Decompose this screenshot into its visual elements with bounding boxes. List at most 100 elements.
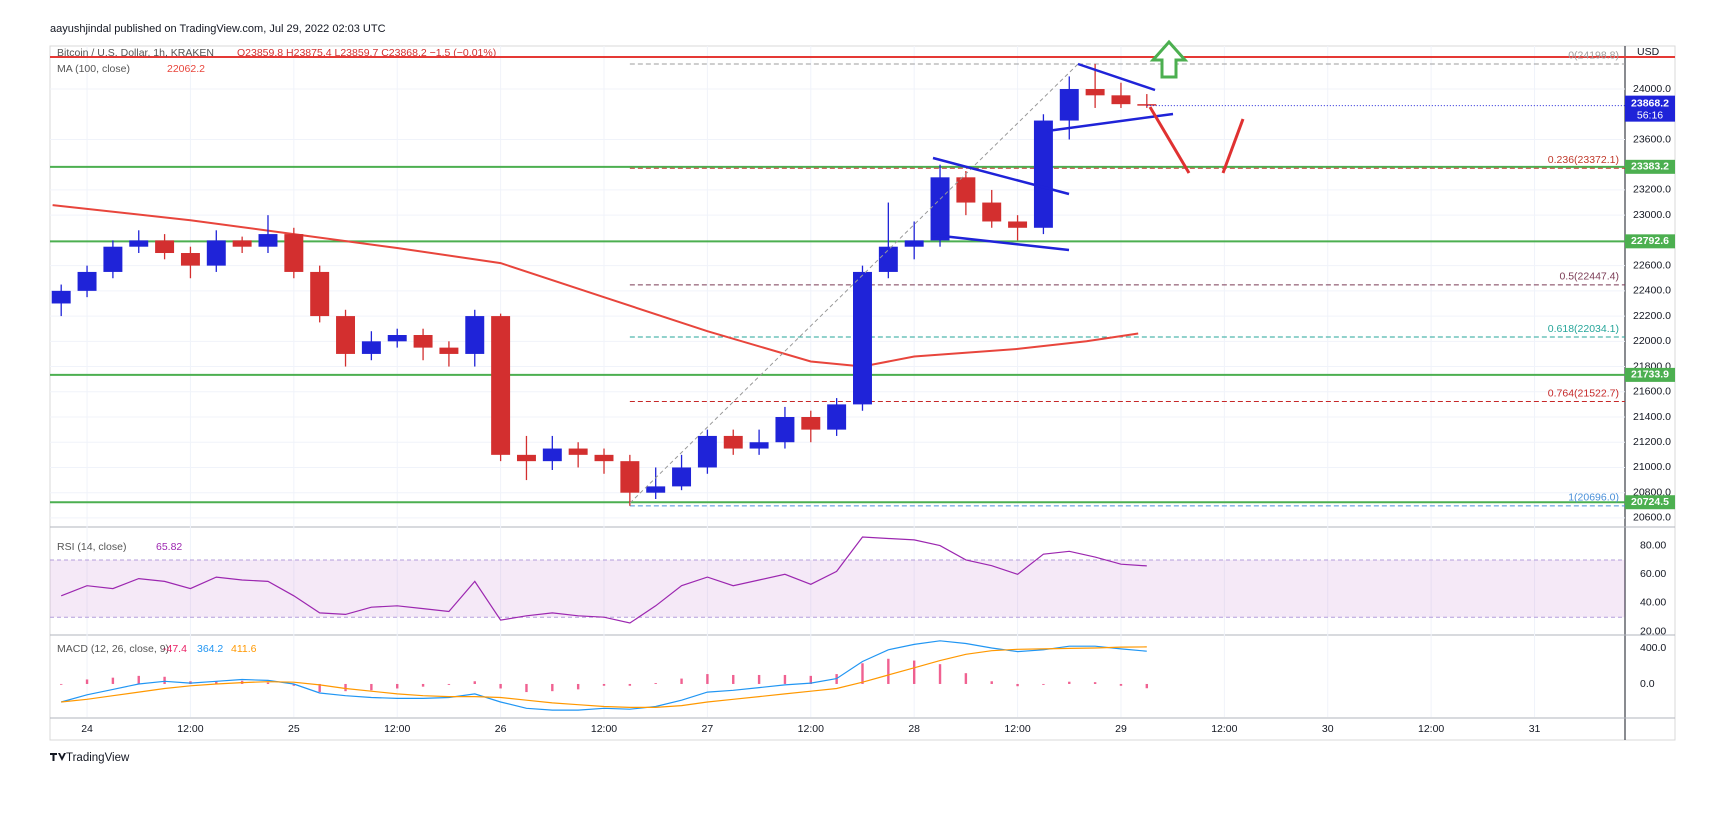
macd-histogram-bar — [912, 660, 916, 684]
macd-histogram-bar — [680, 678, 683, 684]
x-tick-label: 25 — [288, 723, 300, 735]
currency: USD — [1637, 46, 1660, 58]
brand-logo — [50, 753, 66, 761]
fib-label: 1(20696.0) — [1568, 492, 1619, 504]
candle-body — [155, 240, 175, 254]
macd-histogram-bar — [887, 658, 890, 684]
candle-body — [413, 335, 433, 348]
macd-histogram-bar — [1119, 683, 1123, 686]
y-tick-label: 24000.0 — [1633, 83, 1671, 95]
macd-histogram-bar — [1068, 681, 1071, 684]
rsi-line — [60, 536, 1147, 624]
macd-histogram-bar — [525, 683, 528, 693]
macd-histogram-bar — [861, 663, 864, 684]
macd-histogram-bar — [990, 681, 993, 684]
fib-label: 0.5(22447.4) — [1559, 271, 1619, 283]
level-axis-box — [1625, 159, 1675, 174]
last-price-box — [1625, 95, 1675, 122]
trend-line — [932, 156, 1070, 196]
macd-histogram-bar — [964, 673, 968, 684]
macd-legend-value: 364.2 — [197, 643, 223, 655]
y-tick-label: 21400.0 — [1633, 411, 1671, 423]
macd-histogram-bar — [60, 683, 63, 685]
y-tick-label: 23600.0 — [1633, 133, 1671, 145]
level-axis-box — [1625, 234, 1675, 249]
fib-label: 0.236(23372.1) — [1548, 154, 1619, 166]
candle-body — [930, 177, 950, 241]
trend-line — [1077, 62, 1156, 92]
macd-histogram-bar — [1042, 683, 1045, 685]
drawings — [629, 39, 1245, 504]
macd-histogram-bar — [783, 674, 787, 684]
candle-body — [646, 486, 666, 493]
y-tick-label: 22400.0 — [1633, 285, 1671, 297]
macd-histogram-bar — [628, 683, 632, 686]
x-tick-label: 26 — [495, 723, 507, 735]
x-tick-label: 12:00 — [1211, 723, 1237, 735]
macd-histogram-bar — [499, 683, 502, 689]
candle-body — [904, 240, 924, 247]
candle-body — [594, 454, 614, 462]
x-tick-label: 30 — [1322, 723, 1334, 735]
macd-legend: MACD (12, 26, close, 9) — [57, 643, 169, 655]
candle-body — [491, 316, 511, 455]
macd-histogram-bar — [292, 683, 296, 686]
macd-legend-value: -47.4 — [163, 643, 187, 655]
y-tick-label: 22200.0 — [1633, 310, 1671, 322]
candle-body — [284, 234, 304, 272]
x-tick-label: 12:00 — [1418, 723, 1444, 735]
candle-body — [361, 341, 381, 354]
candle-body — [1085, 89, 1105, 96]
macd-histogram-bar — [163, 676, 166, 684]
rsi-tick-label: 60.00 — [1640, 568, 1666, 580]
trend-line — [932, 233, 1070, 252]
candle-body — [258, 234, 278, 247]
macd-histogram-bar — [1145, 683, 1149, 689]
macd-histogram-bar — [85, 679, 89, 684]
candle-body — [310, 271, 330, 317]
level-axis-label: 21733.9 — [1631, 369, 1669, 381]
ma-value: 22062.2 — [167, 63, 205, 75]
candle-body — [853, 271, 872, 405]
publisher: aayushjindal published on TradingView.co… — [50, 23, 386, 35]
macd-histogram-bar — [370, 683, 373, 691]
macd-histogram-bar — [1016, 683, 1019, 687]
macd-histogram-bar — [215, 681, 218, 684]
candle-body — [77, 271, 97, 291]
candle-body — [51, 290, 71, 304]
macd-histogram-bar — [551, 683, 554, 692]
title: Bitcoin / U.S. Dollar, 1h, KRAKEN — [57, 47, 214, 59]
macd-histogram-bar — [938, 664, 942, 684]
macd-histogram-bar — [344, 683, 347, 692]
macd-histogram-bar — [318, 683, 321, 693]
x-tick-label: 12:00 — [591, 723, 617, 735]
price-pane: 0(24198.8) 0.236(23372.1) 0.5(22447.4) 0.61… — [50, 50, 1675, 507]
last-price-label: 23868.2 — [1631, 97, 1669, 109]
macd-histogram-bar — [137, 675, 140, 684]
candle-body — [103, 246, 123, 272]
candle-body — [1008, 221, 1028, 228]
x-tick-label: 12:00 — [1004, 723, 1030, 735]
candle-body — [1033, 120, 1053, 228]
macd-histogram-bar — [602, 683, 606, 686]
candle-body — [749, 442, 769, 449]
projection-line — [1221, 118, 1245, 174]
candle-body — [542, 448, 562, 462]
level-axis-box — [1625, 495, 1675, 510]
candle-body — [982, 202, 1002, 222]
rsi-legend: RSI (14, close) — [57, 541, 126, 553]
y-tick-label: 23200.0 — [1633, 184, 1671, 196]
y-tick-label: 22000.0 — [1633, 335, 1671, 347]
y-tick-label: 21200.0 — [1633, 436, 1671, 448]
countdown: 56:16 — [1637, 109, 1663, 121]
macd-histogram-bar — [421, 683, 425, 687]
macd-histogram-bar — [473, 681, 476, 684]
candle-body — [465, 316, 485, 354]
y-tick-label: 21000.0 — [1633, 461, 1671, 473]
macd-histogram-bar — [111, 677, 115, 684]
x-tick-label: 29 — [1115, 723, 1127, 735]
rsi-tick-label: 40.00 — [1640, 597, 1666, 609]
brand: TradingView — [66, 752, 130, 764]
macd-histogram-bar — [1093, 682, 1097, 684]
